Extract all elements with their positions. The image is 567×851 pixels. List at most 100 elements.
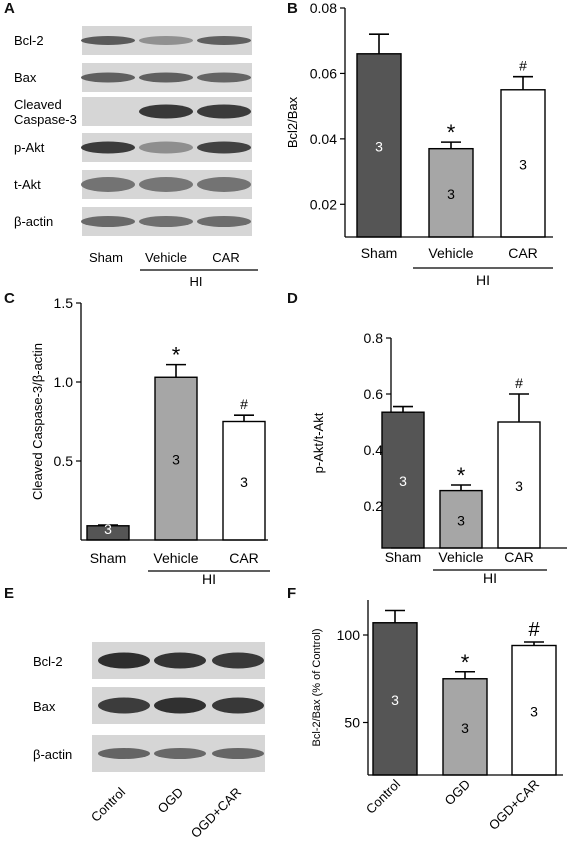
- n-label-c-2: 3: [240, 474, 248, 490]
- category-label-b-1: Vehicle: [428, 245, 473, 261]
- bar-d-2: [497, 421, 541, 549]
- panel-a: A Bcl-2 Bax Cleaved Caspase-3 p-Akt t-Akt β-ac…: [0, 0, 283, 290]
- blot-a-row-1-band-2: [197, 72, 251, 83]
- panel-d: D 0.2 0.4 0.6 0.8 p-Akt/t-Akt 3 Sham * 3 Vehicle #…: [283, 290, 567, 586]
- blot-e-row-1-band-2: [212, 697, 264, 714]
- bar-d-0: [381, 411, 425, 549]
- blot-e-row-0-band-1: [154, 652, 206, 669]
- blot-a-row-0-band-1: [139, 36, 193, 45]
- blot-a-row-5-band-2: [197, 216, 251, 227]
- bar-c-1: [154, 376, 198, 541]
- category-label-b-2: CAR: [508, 245, 538, 261]
- blot-a-row-0-band-0: [81, 36, 135, 45]
- blot-a-row-1-band-0: [81, 72, 135, 83]
- n-label-c-0: 3: [104, 521, 112, 537]
- y-tick-label-d: 0.2: [364, 498, 384, 514]
- blot-a-row-1-band-1: [139, 72, 193, 83]
- n-label-f-2: 3: [530, 703, 538, 719]
- panel-f-letter: F: [287, 585, 297, 602]
- n-label-c-1: 3: [172, 452, 180, 468]
- bar-chart-b: 0.02 0.04 0.06 0.08 Bcl2/Bax 3 Sham * 3 Vehicle #3…: [285, 0, 553, 288]
- category-label-c-2: CAR: [229, 550, 259, 566]
- bar-chart-c: 0.5 1.0 1.5 Cleaved Caspase-3/β-actin 3 Sham *…: [30, 295, 270, 587]
- category-label-d-0: Sham: [385, 549, 422, 565]
- blot-a-label-4: t-Akt: [14, 177, 41, 192]
- significance-marker-b-2: #: [519, 58, 527, 74]
- y-tick-label-d: 0.6: [364, 386, 384, 402]
- blot-a-row-3-band-1: [139, 141, 193, 154]
- y-axis-label-f: Bcl-2/Bax (% of Control): [311, 629, 323, 747]
- group-label-c: HI: [202, 571, 216, 585]
- blot-e-row-1-band-0: [98, 697, 150, 714]
- blot-e-lane-1: OGD: [155, 785, 187, 817]
- n-label-f-1: 3: [461, 720, 469, 736]
- blot-a-row-2-band-2: [197, 104, 251, 119]
- blot-a-row-4-band-1: [139, 177, 193, 192]
- significance-marker-b-1: *: [447, 120, 456, 145]
- blot-e-row-0-band-2: [212, 652, 264, 669]
- blot-a-lane-1: Vehicle: [145, 250, 187, 265]
- blot-a-label-2-line2: Caspase-3: [14, 112, 77, 127]
- y-tick-label-c: 0.5: [54, 453, 74, 469]
- blot-e-lane-2: OGD+CAR: [188, 785, 244, 841]
- group-label-b: HI: [476, 272, 490, 288]
- y-tick-label-d: 0.4: [364, 442, 384, 458]
- blot-a-lane-0: Sham: [89, 250, 123, 265]
- category-label-d-2: CAR: [504, 549, 534, 565]
- panel-e: E Bcl-2 Bax β-actin Control OGD OGD+CAR: [0, 585, 283, 846]
- blot-a-label-5: β-actin: [14, 214, 53, 229]
- category-label-f-2: OGD+CAR: [486, 777, 542, 833]
- n-label-d-0: 3: [399, 473, 407, 489]
- bar-b-0: [356, 53, 402, 238]
- western-blot-e: Bcl-2 Bax β-actin Control OGD OGD+CAR: [33, 642, 265, 841]
- bar-chart-d: 0.2 0.4 0.6 0.8 p-Akt/t-Akt 3 Sham * 3 Vehicle #3 C…: [311, 330, 567, 586]
- category-label-f-0: Control: [363, 776, 403, 816]
- y-tick-label-f: 100: [337, 627, 361, 643]
- blot-a-row-5-band-0: [81, 216, 135, 227]
- blot-e-label-2: β-actin: [33, 747, 72, 762]
- blot-e-lane-0: Control: [88, 784, 128, 824]
- blot-a-row-4-band-0: [81, 177, 135, 192]
- blot-a-row-3-band-2: [197, 141, 251, 154]
- n-label-b-1: 3: [447, 186, 455, 202]
- blot-a-lane-2: CAR: [212, 250, 239, 265]
- bar-b-1: [428, 147, 474, 238]
- blot-e-row-2-band-1: [154, 748, 206, 759]
- blot-a-row-5-band-1: [139, 216, 193, 227]
- blot-a-group-label: HI: [190, 274, 203, 289]
- panel-f: F 50 100 Bcl-2/Bax (% of Control) 3 Control *…: [283, 585, 567, 846]
- significance-marker-d-1: *: [457, 463, 466, 488]
- panel-c: C 0.5 1.0 1.5 Cleaved Caspase-3/β-actin 3 Sha…: [0, 290, 283, 587]
- y-axis-label-d: p-Akt/t-Akt: [311, 412, 326, 473]
- y-axis-label-c: Cleaved Caspase-3/β-actin: [30, 343, 45, 500]
- blot-e-row-2-band-2: [212, 748, 264, 759]
- blot-a-label-0: Bcl-2: [14, 33, 44, 48]
- category-label-d-1: Vehicle: [438, 549, 483, 565]
- y-tick-label-b: 0.08: [310, 0, 337, 16]
- blot-e-row-2-band-0: [98, 748, 150, 759]
- significance-marker-d-2: #: [515, 375, 523, 391]
- blot-a-label-3: p-Akt: [14, 140, 45, 155]
- blot-e-row-1-band-1: [154, 697, 206, 714]
- n-label-d-1: 3: [457, 512, 465, 528]
- y-tick-label-b: 0.06: [310, 65, 337, 81]
- bar-f-1: [442, 678, 488, 776]
- y-tick-label-c: 1.5: [54, 295, 74, 311]
- group-label-d: HI: [483, 570, 497, 585]
- category-label-c-1: Vehicle: [153, 550, 198, 566]
- blot-a-label-2-line1: Cleaved: [14, 97, 62, 112]
- blot-a-label-1: Bax: [14, 70, 37, 85]
- blot-a-row-4-band-2: [197, 177, 251, 192]
- blot-a-row-3-band-0: [81, 141, 135, 154]
- n-label-b-2: 3: [519, 156, 527, 172]
- significance-marker-f-2: #: [528, 619, 540, 641]
- panel-e-letter: E: [4, 585, 15, 602]
- n-label-d-2: 3: [515, 478, 523, 494]
- blot-a-row-0-band-2: [197, 36, 251, 45]
- y-axis-label-b: Bcl2/Bax: [285, 96, 300, 148]
- category-label-b-0: Sham: [361, 245, 398, 261]
- n-label-f-0: 3: [391, 692, 399, 708]
- category-label-f-1: OGD: [442, 777, 474, 809]
- category-label-c-0: Sham: [90, 550, 127, 566]
